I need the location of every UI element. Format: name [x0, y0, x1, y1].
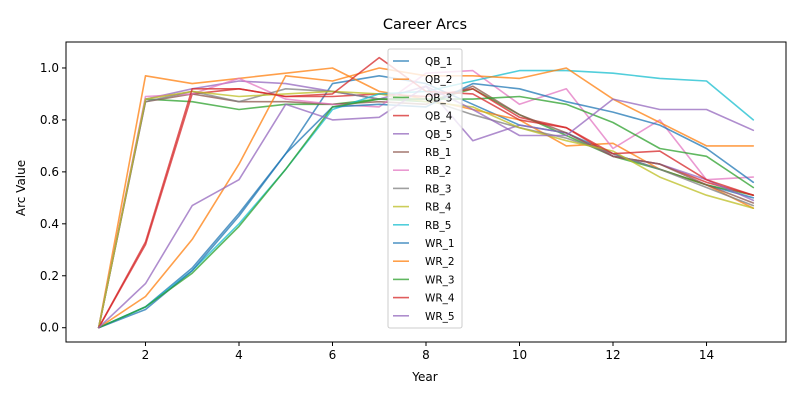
legend-label: WR_4	[425, 293, 455, 305]
legend-label: WR_2	[425, 256, 455, 268]
y-tick-label: 1.0	[40, 61, 59, 75]
y-tick-label: 0.8	[40, 113, 59, 127]
legend-label: QB_4	[425, 111, 453, 123]
y-tick-label: 0.0	[40, 321, 59, 335]
legend-label: RB_1	[425, 147, 451, 159]
x-tick-label: 2	[142, 348, 150, 362]
legend-label: QB_2	[425, 74, 452, 86]
y-tick-label: 0.4	[40, 217, 59, 231]
legend-label: WR_3	[425, 274, 455, 286]
legend-label: RB_2	[425, 165, 451, 177]
legend-label: QB_3	[425, 92, 452, 104]
y-axis: 0.0 0.2 0.4 0.6 0.8 1.0	[40, 61, 66, 335]
legend: QB_1 QB_2 QB_3 QB_4 QB_5 RB_1 RB_2 RB_3 RB_4 RB_5…	[387, 48, 463, 329]
chart-title: Career Arcs	[383, 17, 467, 33]
y-axis-title: Arc Value	[14, 160, 28, 216]
legend-label: QB_1	[425, 56, 452, 68]
legend-label: WR_1	[425, 238, 455, 250]
x-axis-title: Year	[411, 370, 437, 384]
legend-label: RB_3	[425, 183, 451, 195]
x-tick-label: 4	[235, 348, 243, 362]
legend-label: RB_4	[425, 202, 452, 214]
x-tick-label: 10	[512, 348, 527, 362]
x-axis: 2 4 6 8 10 12 14	[142, 342, 714, 362]
legend-frame	[387, 48, 463, 329]
x-tick-label: 6	[329, 348, 337, 362]
legend-label: RB_5	[425, 220, 451, 232]
y-tick-label: 0.2	[40, 269, 59, 283]
x-tick-label: 14	[699, 348, 714, 362]
legend-label: WR_5	[425, 311, 455, 323]
x-tick-label: 12	[605, 348, 620, 362]
x-tick-label: 8	[422, 348, 430, 362]
legend-label: QB_5	[425, 129, 452, 141]
y-tick-label: 0.6	[40, 165, 59, 179]
